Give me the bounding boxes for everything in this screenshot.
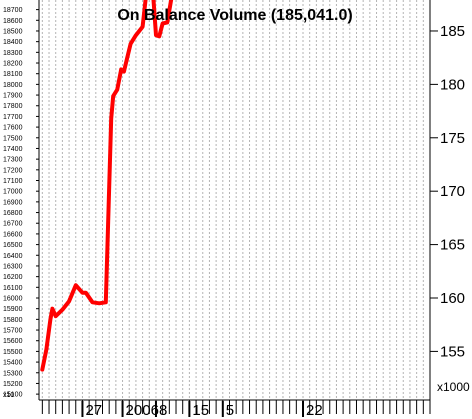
left-tick-label-9: 16000	[3, 295, 23, 302]
right-tick-label-1: 160	[440, 290, 465, 307]
left-tick-label-34: 18500	[3, 28, 23, 35]
x-tick-label-3: 15	[192, 402, 209, 419]
left-tick-label-14: 16500	[3, 242, 23, 249]
left-tick-label-22: 17300	[3, 157, 23, 164]
left-tick-label-23: 17400	[3, 146, 23, 153]
left-tick-label-6: 15700	[3, 328, 23, 335]
left-tick-label-19: 17000	[3, 189, 23, 196]
right-tick-label-6: 185	[440, 23, 465, 40]
right-axis: 155 160 165 170 175 180 185	[430, 23, 465, 360]
left-tick-label-3: 15400	[3, 360, 23, 367]
left-tick-label-35: 18600	[3, 18, 23, 25]
left-tick-label-27: 17800	[3, 103, 23, 110]
x-major-tick-2	[154, 401, 157, 417]
left-axis-label: x10	[3, 392, 14, 399]
left-tick-label-1: 15200	[3, 381, 23, 388]
vertical-gridlines	[41, 0, 424, 400]
left-tick-label-15: 16600	[3, 231, 23, 238]
left-tick-label-32: 18300	[3, 50, 23, 57]
right-tick-label-4: 175	[440, 130, 465, 147]
multiplier-label: x1000	[437, 380, 470, 394]
left-tick-label-7: 15800	[3, 317, 23, 324]
right-tick-label-2: 165	[440, 237, 465, 254]
left-tick-label-5: 15600	[3, 338, 23, 345]
left-tick-label-36: 18700	[3, 7, 23, 14]
left-tick-label-10: 16100	[3, 285, 23, 292]
right-tick-label-0: 155	[440, 343, 465, 360]
x-major-tick-1	[121, 401, 124, 417]
series-line-0	[40, 0, 174, 372]
left-tick-label-17: 16800	[3, 210, 23, 217]
left-tick-label-13: 16400	[3, 253, 23, 260]
left-tick-label-8: 15900	[3, 306, 23, 313]
left-tick-label-28: 17900	[3, 93, 23, 100]
left-tick-label-18: 16900	[3, 199, 23, 206]
left-tick-label-16: 16700	[3, 221, 23, 228]
right-tick-label-3: 170	[440, 183, 465, 200]
right-tick-label-5: 180	[440, 76, 465, 93]
x-major-tick-0	[81, 401, 84, 417]
left-tick-label-2: 15300	[3, 370, 23, 377]
x-tick-label-1: 2006	[126, 402, 159, 419]
x-tick-label-4: 5	[226, 402, 234, 419]
left-tick-label-4: 15500	[3, 349, 23, 356]
left-tick-label-31: 18200	[3, 61, 23, 68]
left-tick-label-26: 17700	[3, 114, 23, 121]
left-tick-label-25: 17600	[3, 125, 23, 132]
left-axis: 15100 15200 15300 15400 15500 15600 15700 15800…	[3, 7, 39, 399]
x-axis: 27 2006 8 15 5 22	[41, 400, 431, 419]
x-major-tick-4	[221, 401, 224, 417]
left-tick-label-21: 17200	[3, 167, 23, 174]
chart-title: On Balance Volume (185,041.0)	[117, 7, 352, 24]
x-tick-label-2: 8	[159, 402, 167, 419]
left-tick-label-29: 18000	[3, 82, 23, 89]
left-tick-label-0: 15100	[3, 392, 23, 399]
left-tick-label-30: 18100	[3, 71, 23, 78]
x-major-tick-3	[188, 401, 191, 417]
x-tick-label-5: 22	[306, 402, 323, 419]
x-tick-label-0: 27	[85, 402, 102, 419]
left-tick-label-24: 17500	[3, 135, 23, 142]
left-tick-label-20: 17100	[3, 178, 23, 185]
left-tick-label-33: 18400	[3, 39, 23, 46]
x-major-tick-5	[302, 401, 305, 417]
left-tick-label-11: 16200	[3, 274, 23, 281]
left-tick-label-12: 16300	[3, 263, 23, 270]
series-layer	[40, 0, 174, 372]
